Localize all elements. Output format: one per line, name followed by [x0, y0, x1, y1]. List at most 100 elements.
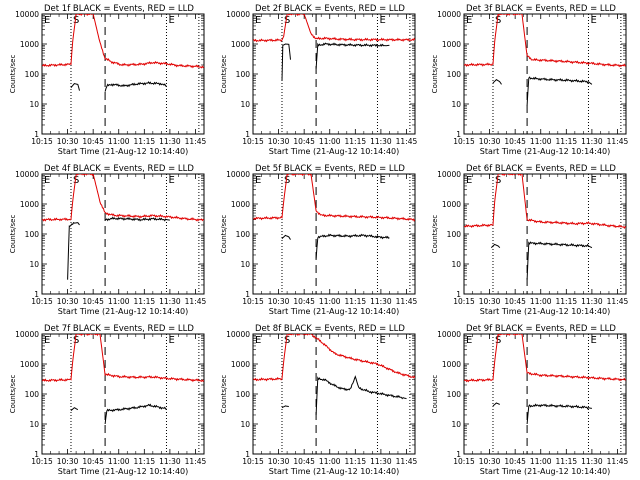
plot-frame [463, 13, 627, 135]
chart-title: Det 5f BLACK = Events, RED = LLD [255, 164, 405, 174]
y-tick-label: 1000 [20, 360, 39, 369]
x-tick-label: 10:45 [82, 457, 104, 466]
x-tick-label: 11:30 [370, 137, 392, 146]
marker-e: E [466, 175, 472, 186]
x-tick-label: 10:45 [504, 457, 526, 466]
y-axis-label: Counts/sec [9, 215, 17, 254]
y-tick-label: 100 [25, 390, 40, 399]
x-tick-label: 10:30 [57, 297, 79, 306]
marker-e: E [168, 15, 174, 26]
chart-title: Det 4f BLACK = Events, RED = LLD [44, 164, 194, 174]
marker-s: S [284, 175, 290, 186]
y-tick-label: 100 [447, 390, 462, 399]
x-tick-label: 11:30 [370, 297, 392, 306]
x-tick-label: 11:45 [185, 297, 207, 306]
marker-s: S [284, 15, 290, 26]
y-axis-label: Counts/sec [9, 375, 17, 414]
marker-s: S [73, 15, 79, 26]
y-tick-label: 1 [245, 130, 250, 139]
series-line-events [315, 375, 407, 416]
y-tick-label: 10000 [437, 170, 461, 179]
marker-e: E [44, 15, 50, 26]
y-tick-label: 10 [451, 260, 461, 269]
y-tick-label: 10000 [15, 170, 39, 179]
series-line-events [70, 407, 79, 411]
x-axis-label: Start Time (21-Aug-12 10:14:40) [480, 307, 611, 316]
x-tick-label: 11:15 [556, 137, 578, 146]
y-tick-label: 1 [34, 130, 39, 139]
y-tick-label: 1000 [231, 360, 250, 369]
marker-e: E [466, 15, 472, 26]
x-tick-label: 10:15 [31, 297, 53, 306]
marker-e: E [168, 175, 174, 186]
series-line-lld [253, 174, 415, 222]
y-tick-label: 10000 [437, 330, 461, 339]
series-line-lld [253, 334, 415, 382]
y-tick-label: 1000 [231, 40, 250, 49]
y-tick-label: 1 [456, 130, 461, 139]
x-tick-label: 11:00 [108, 457, 130, 466]
x-tick-label: 11:30 [370, 457, 392, 466]
x-tick-label: 10:15 [242, 457, 264, 466]
series-line-events [281, 43, 291, 81]
plot-frame [41, 13, 205, 135]
y-tick-label: 1 [456, 450, 461, 459]
chart-title: Det 7f BLACK = Events, RED = LLD [44, 324, 194, 334]
y-tick-label: 10000 [437, 10, 461, 19]
marker-e: E [168, 335, 174, 346]
y-tick-label: 1000 [231, 200, 250, 209]
y-tick-label: 10 [451, 100, 461, 109]
series-group [42, 334, 204, 425]
series-line-events [281, 405, 289, 409]
series-group [464, 174, 626, 280]
marker-e: E [379, 335, 385, 346]
marker-e: E [44, 175, 50, 186]
series-group [253, 14, 415, 81]
y-tick-label: 100 [236, 70, 251, 79]
x-tick-label: 11:45 [185, 137, 207, 146]
y-axis-label: Counts/sec [431, 55, 439, 94]
x-tick-label: 10:30 [268, 137, 290, 146]
y-tick-label: 10 [29, 100, 39, 109]
marker-s: S [495, 175, 501, 186]
y-axis-label: Counts/sec [220, 55, 228, 94]
x-tick-label: 11:15 [345, 457, 367, 466]
y-tick-label: 1000 [442, 200, 461, 209]
chart-panel-9: Det 9f BLACK = Events, RED = LLD 1 10 100 10… [431, 324, 629, 476]
y-tick-label: 1 [245, 290, 250, 299]
x-axis-label: Start Time (21-Aug-12 10:14:40) [58, 307, 189, 316]
x-tick-label: 11:30 [581, 457, 603, 466]
x-tick-label: 10:30 [479, 137, 501, 146]
x-tick-label: 11:30 [159, 137, 181, 146]
y-tick-label: 1000 [20, 40, 39, 49]
series-group [253, 334, 415, 416]
y-tick-label: 100 [25, 230, 40, 239]
x-tick-label: 10:15 [453, 137, 475, 146]
x-tick-label: 10:30 [479, 297, 501, 306]
y-tick-label: 10000 [15, 10, 39, 19]
y-tick-label: 1000 [442, 360, 461, 369]
y-tick-label: 1 [34, 450, 39, 459]
x-tick-label: 11:15 [556, 457, 578, 466]
series-line-lld [253, 14, 415, 43]
y-axis-label: Counts/sec [431, 375, 439, 414]
x-tick-label: 11:00 [108, 297, 130, 306]
chart-title: Det 6f BLACK = Events, RED = LLD [466, 164, 616, 174]
x-axis-label: Start Time (21-Aug-12 10:14:40) [480, 467, 611, 476]
chart-title: Det 9f BLACK = Events, RED = LLD [466, 324, 616, 334]
chart-panel-6: Det 6f BLACK = Events, RED = LLD 1 10 100 10… [431, 164, 629, 316]
y-axis-label: Counts/sec [220, 375, 228, 414]
series-line-lld [464, 334, 626, 383]
marker-e: E [379, 15, 385, 26]
series-group [464, 14, 626, 106]
x-tick-label: 11:30 [159, 457, 181, 466]
x-tick-label: 11:00 [319, 137, 341, 146]
series-group [253, 174, 415, 259]
y-tick-label: 100 [236, 230, 251, 239]
x-tick-label: 10:15 [453, 297, 475, 306]
y-tick-label: 10000 [226, 330, 250, 339]
x-tick-label: 11:15 [345, 297, 367, 306]
chart-panel-8: Det 8f BLACK = Events, RED = LLD 1 10 100 10… [220, 324, 418, 476]
y-tick-label: 10 [29, 260, 39, 269]
